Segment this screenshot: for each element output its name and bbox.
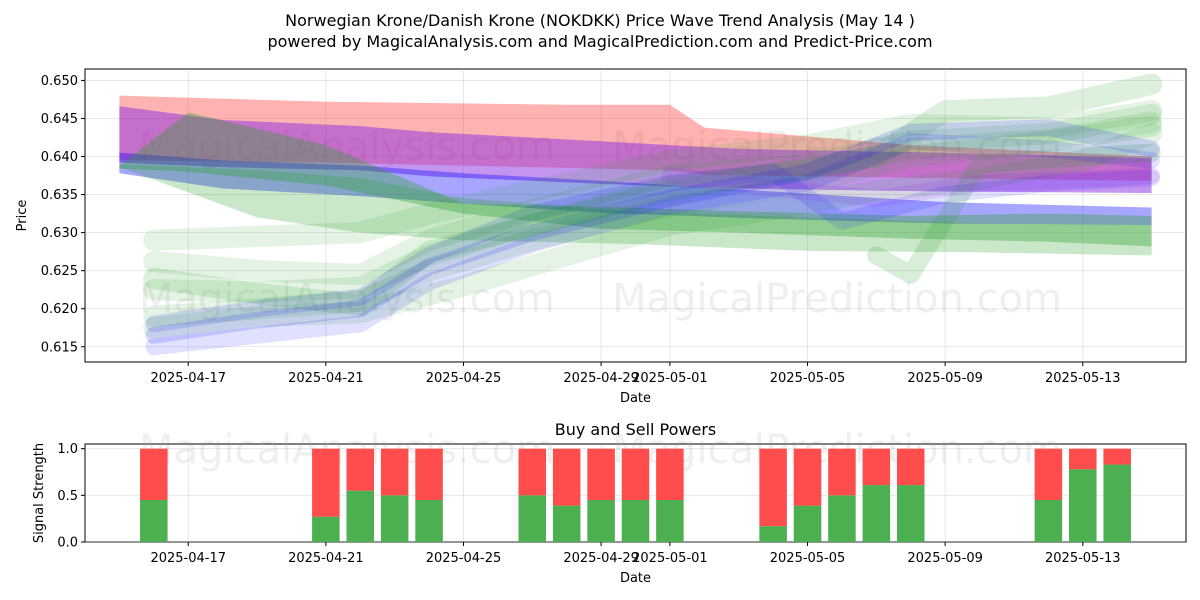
blue-wave-path-13: [145, 132, 1160, 356]
price-x-tick-label-7: 2025-05-13: [1045, 371, 1121, 386]
green-wave-path-11: [867, 143, 1161, 284]
sell-bar-8: [621, 448, 650, 500]
price-x-tick-label-6: 2025-05-09: [907, 371, 983, 386]
buy-bar-16: [1069, 469, 1097, 542]
signal-x-tick-label-4: 2025-05-01: [632, 551, 708, 566]
signal-y-tick-label-2: 1.0: [57, 442, 78, 457]
sell-bar-2: [346, 448, 375, 491]
price-y-axis-label: Price: [15, 200, 30, 232]
sell-bar-0: [140, 448, 168, 500]
sell-bar-11: [793, 448, 822, 506]
buy-bar-11: [793, 505, 822, 542]
sell-bar-5: [518, 448, 547, 496]
price-grid: [85, 69, 1186, 362]
sell-bar-17: [1103, 448, 1131, 465]
signal-x-tick-label-3: 2025-04-29: [563, 551, 639, 566]
watermark-analysis-mid: MagicalAnalysis.com: [139, 276, 555, 322]
price-x-axis-ticks: 2025-04-17 2025-04-21 2025-04-25 2025-04-29…: [150, 362, 1121, 386]
signal-panel-title: Buy and Sell Powers: [555, 420, 717, 439]
signal-x-tick-label-5: 2025-05-05: [770, 551, 846, 566]
blue-wave-path-12: [145, 119, 1160, 344]
sell-bar-10: [759, 448, 787, 527]
signal-x-axis-label: Date: [620, 571, 651, 586]
sell-bar-4: [415, 448, 443, 500]
signal-panel: Buy and Sell Powers MagicalAnalysis.com …: [32, 420, 1187, 586]
sell-bar-13: [862, 448, 891, 486]
purple-wave-path-15: [661, 167, 1160, 207]
buy-bar-8: [621, 500, 650, 542]
price-y-tick-label-1: 0.620: [41, 302, 78, 317]
green-wave-path-8: [143, 115, 1163, 327]
price-panel-frame: [84, 68, 1187, 363]
buy-bar-5: [518, 495, 547, 542]
signal-x-tick-label-2: 2025-04-25: [426, 551, 502, 566]
price-y-tick-label-5: 0.640: [41, 150, 78, 165]
price-y-tick-label-7: 0.650: [41, 74, 78, 89]
sell-bar-12: [828, 448, 856, 496]
sell-bar-15: [1034, 448, 1063, 500]
price-y-axis-ticks: 0.615 0.620 0.625 0.630 0.635 0.640 0.645 0.650: [41, 74, 85, 355]
buy-bar-6: [552, 505, 581, 542]
price-y-tick-label-4: 0.635: [41, 188, 78, 203]
sell-bar-16: [1069, 448, 1097, 470]
signal-x-tick-label-7: 2025-05-13: [1045, 551, 1121, 566]
chart-title-line-2: powered by MagicalAnalysis.com and Magic…: [267, 32, 932, 51]
buy-bar-4: [415, 500, 443, 542]
signal-x-tick-label-1: 2025-04-21: [288, 551, 364, 566]
purple-price-band-1: [119, 106, 1152, 194]
price-x-tick-label-0: 2025-04-17: [150, 371, 226, 386]
buy-bar-2: [346, 490, 375, 542]
green-price-band-4: [119, 164, 1152, 256]
buy-bar-14: [896, 485, 925, 542]
buy-bar-1: [312, 516, 340, 542]
buy-bar-7: [587, 500, 615, 542]
blue-price-band-2: [119, 152, 1152, 226]
buy-bar-15: [1034, 500, 1063, 542]
green-wave-path-9: [143, 73, 1163, 316]
green-wave-path-7: [143, 111, 1163, 303]
green-wave-path-10: [143, 123, 1163, 339]
price-x-tick-label-5: 2025-05-05: [770, 371, 846, 386]
sell-bar-7: [587, 448, 615, 500]
signal-y-tick-label-0: 0.0: [57, 536, 78, 551]
price-y-tick-label-0: 0.615: [41, 340, 78, 355]
green-wave-path-5: [143, 100, 1163, 251]
signal-x-axis-ticks: 2025-04-17 2025-04-21 2025-04-25 2025-04-29…: [150, 542, 1121, 566]
green-wave-path-6: [143, 104, 1163, 286]
signal-y-axis-label: Signal Strength: [32, 443, 47, 543]
sell-bar-14: [896, 448, 925, 486]
buy-bar-3: [380, 495, 409, 542]
price-x-tick-label-4: 2025-05-01: [632, 371, 708, 386]
price-y-tick-label-3: 0.630: [41, 226, 78, 241]
blue-wave-path-14: [145, 163, 1160, 333]
buy-bar-10: [759, 526, 787, 542]
sell-bar-9: [656, 448, 684, 500]
buy-bar-17: [1103, 464, 1131, 542]
price-panel: MagicalAnalysis.com MagicalPrediction.co…: [15, 68, 1187, 406]
buy-bar-0: [140, 500, 168, 542]
signal-x-tick-label-6: 2025-05-09: [907, 551, 983, 566]
buy-bar-13: [862, 485, 891, 542]
sell-bar-3: [380, 448, 409, 496]
price-x-tick-label-1: 2025-04-21: [288, 371, 364, 386]
price-wave-series: [119, 73, 1163, 356]
watermark-prediction-mid: MagicalPrediction.com: [612, 276, 1062, 322]
buy-bar-9: [656, 500, 684, 542]
buy-bar-12: [828, 495, 856, 542]
price-x-axis-label: Date: [620, 391, 651, 406]
signal-bars: [140, 448, 1131, 542]
price-x-tick-label-2: 2025-04-25: [426, 371, 502, 386]
signal-y-tick-label-1: 0.5: [57, 489, 78, 504]
green-price-band-3: [119, 112, 1152, 247]
sell-bar-6: [552, 448, 581, 506]
chart-title-line-1: Norwegian Krone/Danish Krone (NOKDKK) Pr…: [285, 11, 915, 30]
signal-y-axis-ticks: 0.0 0.5 1.0: [57, 442, 85, 551]
signal-x-tick-label-0: 2025-04-17: [150, 551, 226, 566]
sell-bar-1: [312, 448, 340, 517]
price-x-tick-label-3: 2025-04-29: [563, 371, 639, 386]
price-y-tick-label-2: 0.625: [41, 264, 78, 279]
price-y-tick-label-6: 0.645: [41, 112, 78, 127]
